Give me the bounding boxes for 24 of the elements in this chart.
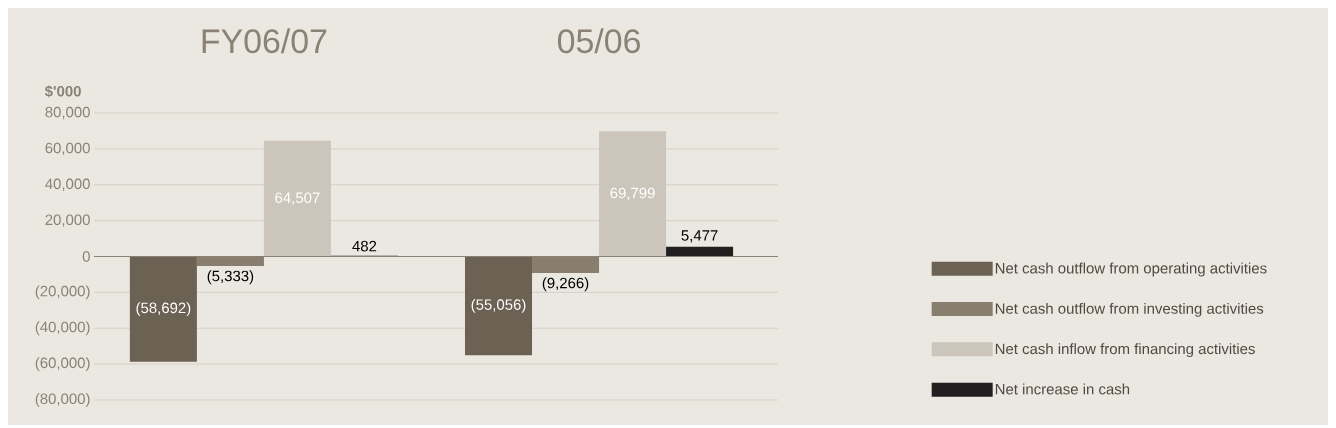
data-label: (9,266) [542, 277, 589, 292]
data-label: (58,692) [136, 302, 191, 317]
y-tick-label: 60,000 [45, 142, 90, 156]
legend-label: Net cash outflow from investing activities [995, 302, 1264, 317]
x-tick-label: FY06/07 [202, 28, 327, 54]
legend-label: Net cash inflow from financing activities [995, 343, 1255, 358]
x-tick-label: 05/06 [557, 28, 640, 54]
y-tick-label: 40,000 [45, 178, 90, 191]
data-label: 69,799 [610, 187, 655, 201]
y-tick-label: (80,000) [35, 393, 90, 407]
y-tick-label: 0 [82, 251, 90, 262]
y-tick-label: 80,000 [45, 106, 90, 120]
data-label: (55,056) [471, 298, 526, 313]
y-tick-label: (40,000) [35, 321, 90, 336]
y-tick-label: (20,000) [35, 285, 90, 300]
data-label: 64,507 [275, 192, 320, 205]
legend-label: Net cash outflow from operating activities [995, 262, 1267, 277]
data-label: 5,477 [681, 230, 718, 243]
legend-label: Net increase in cash [995, 383, 1130, 395]
data-label: 482 [352, 240, 377, 252]
y-axis-title: $'000 [44, 85, 81, 98]
data-label: (5,333) [207, 270, 254, 285]
y-tick-label: (60,000) [35, 357, 90, 372]
y-tick-label: 20,000 [45, 214, 90, 227]
